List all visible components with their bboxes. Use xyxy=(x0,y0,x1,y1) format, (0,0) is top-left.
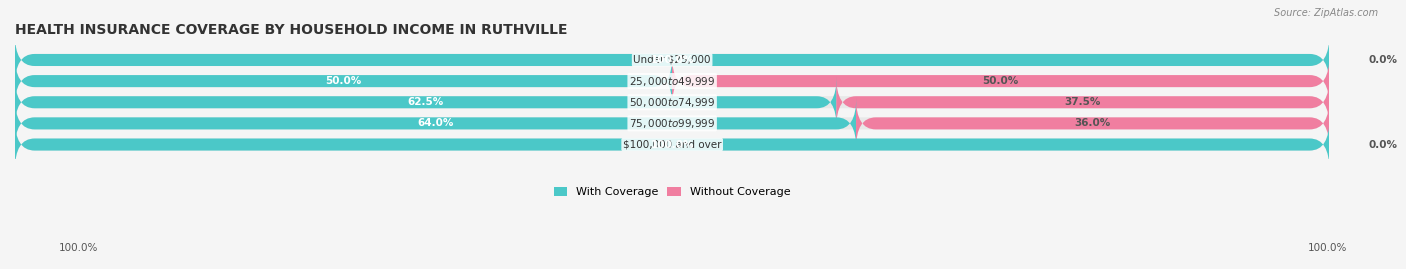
FancyBboxPatch shape xyxy=(15,119,1330,170)
Text: Source: ZipAtlas.com: Source: ZipAtlas.com xyxy=(1274,8,1378,18)
Text: HEALTH INSURANCE COVERAGE BY HOUSEHOLD INCOME IN RUTHVILLE: HEALTH INSURANCE COVERAGE BY HOUSEHOLD I… xyxy=(15,23,568,37)
FancyBboxPatch shape xyxy=(15,34,1330,86)
Text: 50.0%: 50.0% xyxy=(983,76,1019,86)
FancyBboxPatch shape xyxy=(837,77,1330,128)
Text: 37.5%: 37.5% xyxy=(1064,97,1101,107)
Text: 64.0%: 64.0% xyxy=(418,118,454,128)
Text: Under $25,000: Under $25,000 xyxy=(634,55,711,65)
Text: $25,000 to $49,999: $25,000 to $49,999 xyxy=(628,75,716,88)
Text: 0.0%: 0.0% xyxy=(1368,140,1398,150)
FancyBboxPatch shape xyxy=(15,77,837,128)
Text: 100.0%: 100.0% xyxy=(1308,243,1347,253)
FancyBboxPatch shape xyxy=(15,77,1330,128)
FancyBboxPatch shape xyxy=(15,55,672,107)
Legend: With Coverage, Without Coverage: With Coverage, Without Coverage xyxy=(554,187,790,197)
Text: 0.0%: 0.0% xyxy=(1368,55,1398,65)
Text: 36.0%: 36.0% xyxy=(1074,118,1111,128)
Text: 100.0%: 100.0% xyxy=(651,55,695,65)
Text: $100,000 and over: $100,000 and over xyxy=(623,140,721,150)
Text: 100.0%: 100.0% xyxy=(59,243,98,253)
FancyBboxPatch shape xyxy=(15,55,1330,107)
Text: $50,000 to $74,999: $50,000 to $74,999 xyxy=(628,96,716,109)
FancyBboxPatch shape xyxy=(15,119,1330,170)
FancyBboxPatch shape xyxy=(672,55,1330,107)
FancyBboxPatch shape xyxy=(15,98,856,149)
Text: 100.0%: 100.0% xyxy=(651,140,695,150)
FancyBboxPatch shape xyxy=(15,98,1330,149)
Text: 62.5%: 62.5% xyxy=(408,97,444,107)
FancyBboxPatch shape xyxy=(15,34,1330,86)
Text: 50.0%: 50.0% xyxy=(325,76,361,86)
Text: $75,000 to $99,999: $75,000 to $99,999 xyxy=(628,117,716,130)
FancyBboxPatch shape xyxy=(856,98,1330,149)
